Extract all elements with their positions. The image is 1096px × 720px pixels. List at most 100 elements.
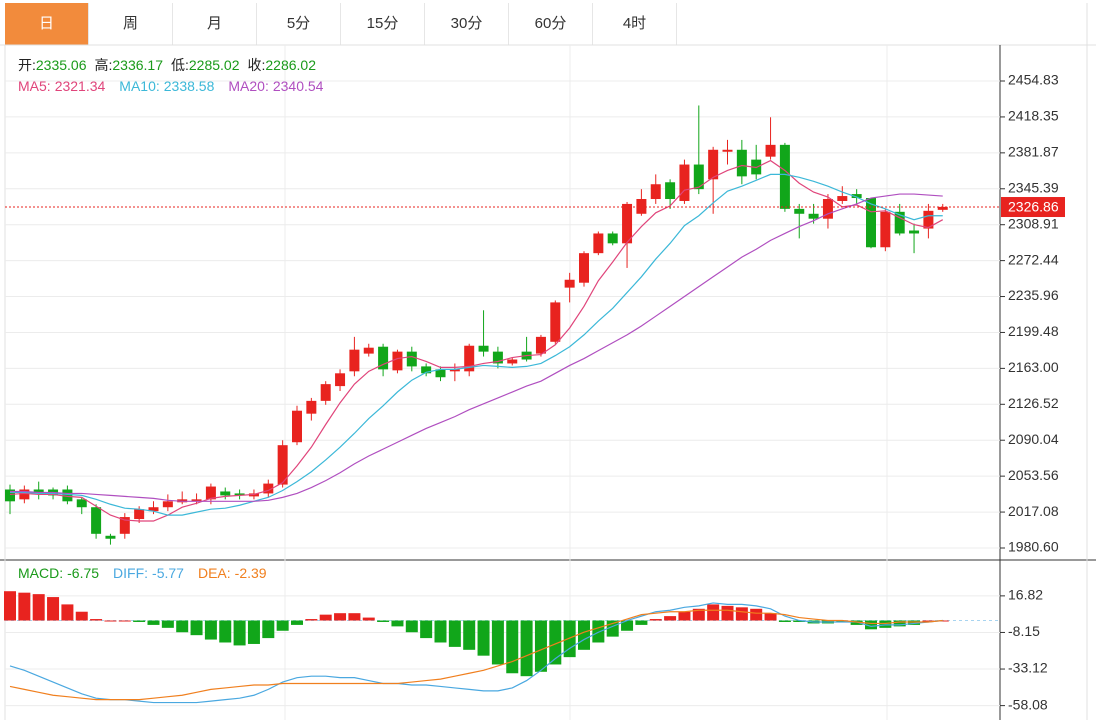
candle-body: [722, 149, 733, 152]
candle-body: [693, 164, 704, 190]
candle-body: [866, 198, 876, 248]
macd-bar: [477, 620, 490, 656]
candle-body: [909, 230, 920, 234]
tab[interactable]: 周: [89, 3, 173, 45]
candle-body: [837, 196, 848, 201]
candle-body: [607, 233, 618, 244]
tab[interactable]: 15分: [341, 3, 425, 45]
candle-body: [708, 149, 719, 180]
candle-body: [33, 489, 44, 494]
candle-body: [478, 345, 489, 352]
legend-value: 2321.34: [55, 78, 106, 94]
macd-bar: [233, 620, 246, 646]
macd-bar: [707, 604, 720, 621]
ma-line: [9, 159, 944, 522]
candle-body: [492, 351, 503, 364]
legend-name: MA10:: [119, 78, 159, 94]
macd-bar: [922, 620, 935, 622]
y-tick-label: 2199.48: [1008, 323, 1059, 339]
macd-bar: [391, 620, 404, 627]
candle-body: [349, 349, 360, 372]
candle-body: [779, 144, 790, 209]
tab[interactable]: 5分: [257, 3, 341, 45]
candle-body: [76, 499, 87, 508]
macd-bar: [908, 620, 921, 625]
macd-bar: [520, 620, 533, 677]
y-tick-label: 2235.96: [1008, 287, 1059, 303]
macd-bar: [491, 620, 504, 665]
macd-line: [9, 602, 943, 704]
macd-bar: [434, 620, 447, 643]
y-tick-label: 2272.44: [1008, 251, 1059, 267]
legend-value: -6.75: [67, 565, 99, 581]
tab[interactable]: 月: [173, 3, 257, 45]
macd-bar: [176, 620, 189, 633]
macd-bar: [204, 620, 217, 640]
y-tick-label: -8.15: [1008, 623, 1040, 639]
candle-body: [665, 182, 676, 200]
candle-body: [650, 184, 661, 200]
macd-bar: [61, 604, 74, 621]
macd-bar: [47, 597, 60, 621]
macd-bar: [578, 620, 590, 650]
y-tick-label: 1980.60: [1008, 539, 1059, 555]
tab[interactable]: 4时: [593, 3, 677, 45]
candle-body: [392, 351, 403, 371]
readout-name: 开:: [18, 57, 36, 73]
macd-bar: [262, 620, 275, 639]
candle-body: [937, 206, 948, 210]
tab[interactable]: 日: [5, 3, 89, 45]
macd-bar: [405, 620, 418, 633]
macd-bar: [190, 620, 203, 636]
macd-line: [9, 609, 943, 701]
macd-bar: [334, 613, 347, 621]
tab[interactable]: 60分: [509, 3, 593, 45]
y-tick-label: 2126.52: [1008, 395, 1059, 411]
candle-body: [894, 211, 905, 234]
candle-body: [62, 489, 73, 502]
candle-body: [148, 507, 159, 512]
readout-value: 2285.02: [189, 57, 240, 73]
macd-bar: [90, 619, 103, 621]
candle-body: [292, 410, 302, 443]
macd-bar: [32, 594, 45, 621]
macd-bar: [133, 620, 146, 622]
macd-bar: [534, 620, 547, 672]
candle-body: [105, 535, 116, 539]
macd-bar: [865, 620, 877, 630]
macd-bar: [18, 592, 31, 621]
candle-body: [363, 347, 374, 354]
candle-body: [507, 359, 518, 364]
candle-body: [880, 211, 891, 248]
legend-name: DEA:: [198, 565, 231, 581]
macd-bar: [463, 620, 476, 650]
macd-bar: [118, 620, 131, 622]
tab[interactable]: 30分: [425, 3, 509, 45]
macd-bar: [362, 617, 375, 621]
macd-bar: [621, 620, 634, 631]
candle-body: [134, 509, 145, 520]
candle-body: [119, 517, 130, 534]
candle-body: [335, 373, 346, 387]
candle-body: [564, 279, 575, 288]
candle-body: [622, 203, 633, 244]
candle-body: [535, 336, 546, 354]
candle-body: [550, 302, 561, 342]
ma-readout: MA5: 2321.34 MA10: 2338.58 MA20: 2340.54: [18, 78, 324, 94]
legend-name: MACD:: [18, 565, 63, 581]
y-tick-label: -33.12: [1008, 660, 1048, 676]
legend-value: -2.39: [235, 565, 267, 581]
candle-body: [851, 194, 862, 199]
macd-bar: [348, 613, 361, 621]
y-tick-label: 2381.87: [1008, 144, 1059, 160]
candle-body: [191, 499, 202, 502]
candle-body: [19, 489, 30, 500]
candle-body: [234, 493, 245, 496]
readout-name: 低:: [171, 57, 189, 73]
macd-bar: [4, 591, 16, 621]
candle-body: [277, 445, 288, 485]
macd-bar: [247, 620, 260, 644]
y-tick-label: 2163.00: [1008, 359, 1059, 375]
candle-body: [435, 369, 446, 378]
